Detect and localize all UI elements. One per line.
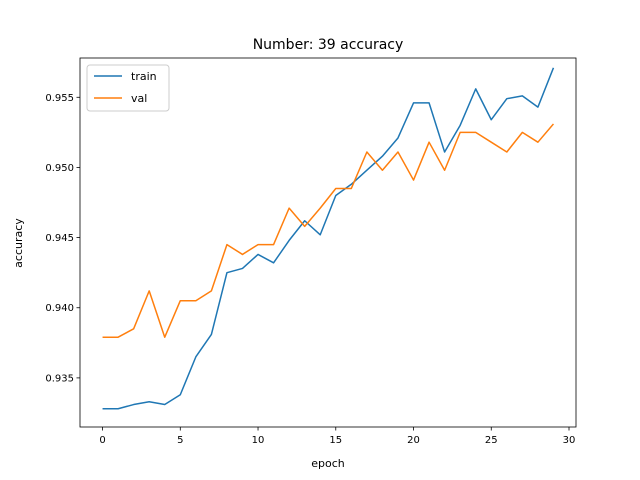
series-line-val	[102, 123, 555, 338]
x-tick-label: 25	[485, 435, 498, 446]
x-tick-label: 30	[563, 435, 576, 446]
y-axis-label: accuracy	[12, 218, 25, 268]
legend-label-val: val	[131, 92, 147, 105]
y-tick-label: 0.935	[45, 373, 74, 384]
x-tick-label: 5	[177, 435, 183, 446]
y-tick-label: 0.940	[45, 303, 74, 314]
y-tick-label: 0.955	[45, 93, 74, 104]
chart-title: Number: 39 accuracy	[253, 37, 404, 53]
axes-frame	[79, 57, 577, 428]
legend-box	[86, 64, 170, 112]
y-tick-label: 0.945	[45, 233, 74, 244]
y-tick-label: 0.950	[45, 163, 74, 174]
plot-area: 0 5 10 15 20 25 30 0.935 0.940 0.945 0.950 0.955 tra…	[45, 57, 577, 446]
x-tick-label: 0	[99, 435, 105, 446]
x-tick-label: 20	[407, 435, 420, 446]
x-tick-label: 15	[329, 435, 342, 446]
x-axis-label: epoch	[311, 457, 345, 470]
x-tick-label: 10	[252, 435, 265, 446]
series-line-train	[102, 67, 555, 410]
legend-label-train: train	[131, 70, 157, 83]
